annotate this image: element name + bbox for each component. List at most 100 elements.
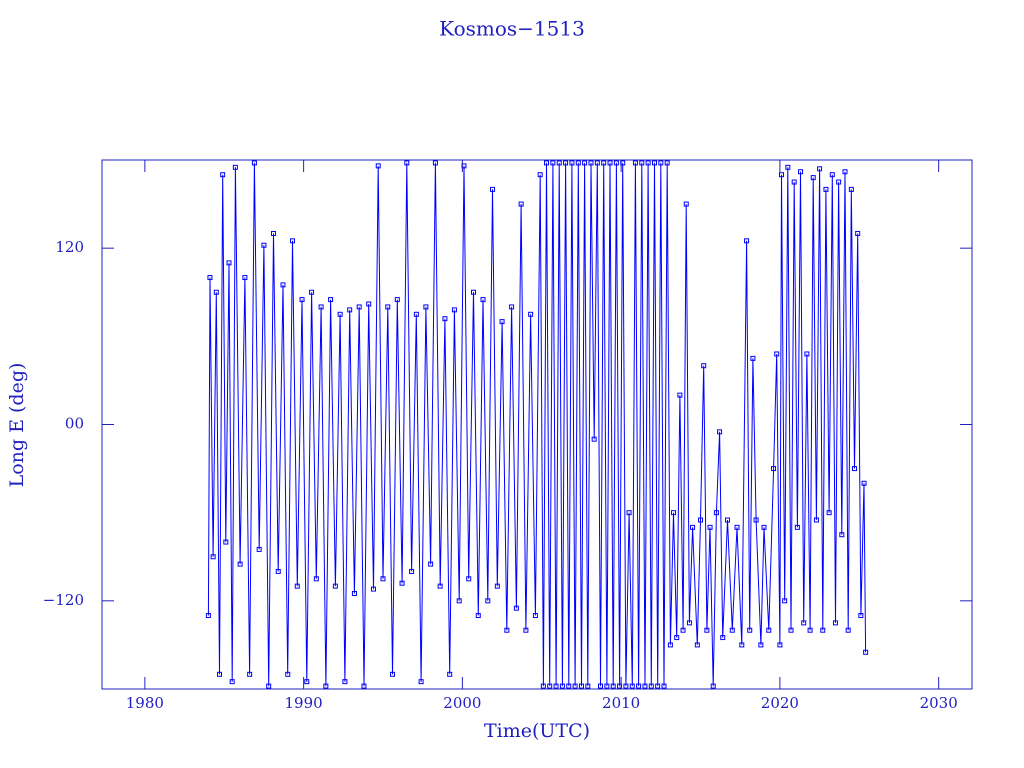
data-point [817, 166, 823, 172]
data-point [753, 517, 759, 523]
data-point [242, 275, 248, 281]
y-tick-label: −120 [43, 591, 84, 609]
data-point [229, 679, 235, 685]
data-point [223, 539, 229, 545]
data-point [528, 311, 534, 317]
data-point [205, 613, 211, 619]
data-point [826, 510, 832, 516]
y-axis-label: Long E (deg) [6, 363, 28, 488]
data-point [563, 160, 569, 166]
data-point [690, 524, 696, 530]
data-point [601, 160, 607, 166]
data-point [275, 568, 281, 574]
data-point [810, 175, 816, 181]
data-point [499, 319, 505, 325]
data-point [710, 683, 716, 689]
data-point [532, 613, 538, 619]
data-point [247, 671, 253, 677]
data-point [758, 642, 764, 648]
data-point [698, 517, 704, 523]
data-point [645, 160, 651, 166]
data-point [332, 583, 338, 589]
data-point [285, 671, 291, 677]
data-point [798, 169, 804, 175]
data-point [513, 605, 519, 611]
data-point [342, 679, 348, 685]
data-point [423, 304, 429, 310]
data-point [623, 683, 629, 689]
data-point [572, 683, 578, 689]
data-point [839, 532, 845, 538]
data-point [823, 186, 829, 192]
data-point [832, 620, 838, 626]
data-point [280, 282, 286, 288]
plot-area [205, 160, 869, 689]
data-point [734, 524, 740, 530]
data-point [475, 613, 481, 619]
data-line [207, 162, 867, 687]
data-point [347, 307, 353, 313]
data-point [447, 671, 453, 677]
data-point [664, 160, 670, 166]
data-point [323, 683, 329, 689]
data-point [744, 238, 750, 244]
data-point [559, 683, 565, 689]
data-point [863, 649, 869, 655]
data-point [261, 242, 267, 248]
x-tick-label: 2000 [443, 694, 481, 712]
data-point [607, 160, 613, 166]
data-point [655, 683, 661, 689]
data-point [778, 172, 784, 178]
data-point [437, 583, 443, 589]
data-point [390, 671, 396, 677]
data-point [794, 524, 800, 530]
data-point [813, 517, 819, 523]
data-point [207, 275, 213, 281]
data-point [337, 311, 343, 317]
data-point [651, 160, 657, 166]
data-point [747, 627, 753, 633]
data-point [582, 160, 588, 166]
x-tick-label: 1980 [126, 694, 164, 712]
data-point [717, 429, 723, 435]
data-point [270, 230, 276, 236]
data-point [313, 576, 319, 582]
data-point [855, 230, 861, 236]
data-point [661, 683, 667, 689]
data-point [442, 316, 448, 322]
data-point [216, 671, 222, 677]
data-point [566, 683, 572, 689]
data-point [713, 510, 719, 516]
data-point [636, 683, 642, 689]
data-point [553, 683, 559, 689]
data-point [540, 683, 546, 689]
data-point [394, 297, 400, 303]
x-tick-label: 2030 [920, 694, 958, 712]
data-point [766, 627, 772, 633]
data-point [801, 620, 807, 626]
data-point [523, 627, 529, 633]
data-point [575, 160, 581, 166]
data-point [266, 683, 272, 689]
data-point [739, 642, 745, 648]
data-point [598, 683, 604, 689]
data-point [591, 436, 597, 442]
chart-title: Kosmos−1513 [439, 17, 585, 41]
data-point [544, 160, 550, 166]
data-point [251, 160, 257, 166]
data-point [385, 304, 391, 310]
y-tick-label: 120 [55, 238, 84, 256]
data-point [771, 466, 777, 472]
data-point [304, 679, 310, 685]
data-point [413, 311, 419, 317]
data-point [588, 160, 594, 166]
data-point [490, 186, 496, 192]
data-point [774, 351, 780, 357]
data-point [671, 510, 677, 516]
data-point [626, 510, 632, 516]
x-tick-label: 1990 [285, 694, 323, 712]
data-point [569, 160, 575, 166]
data-point [466, 576, 472, 582]
data-point [820, 627, 826, 633]
data-point [318, 304, 324, 310]
